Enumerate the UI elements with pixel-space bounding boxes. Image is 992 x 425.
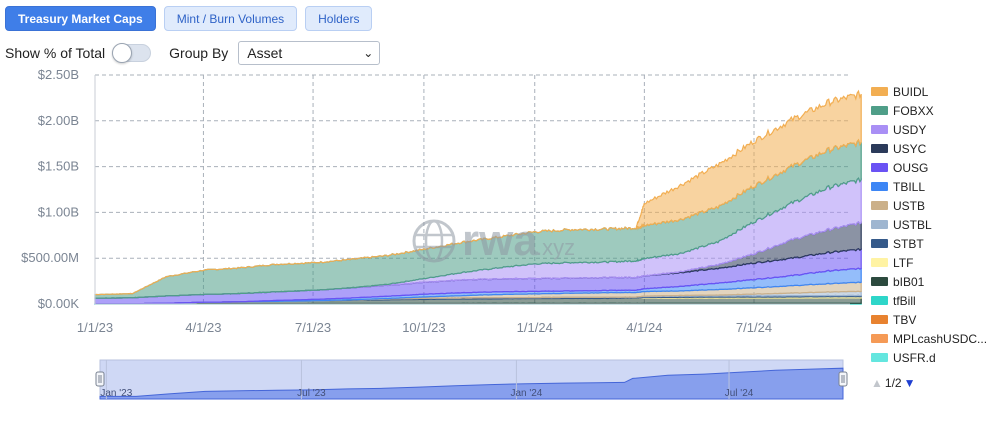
legend-swatch	[871, 239, 888, 248]
legend-next-arrow-icon[interactable]: ▼	[903, 376, 916, 390]
legend-swatch	[871, 144, 888, 153]
legend-swatch	[871, 163, 888, 172]
legend-swatch	[871, 315, 888, 324]
legend-label: USFR.d	[893, 350, 936, 365]
globe-icon	[412, 219, 456, 263]
legend-swatch	[871, 353, 888, 362]
legend-label: FOBXX	[893, 103, 934, 118]
y-tick-label: $2.00B	[38, 113, 79, 128]
navigator-left-handle[interactable]	[95, 371, 105, 387]
legend-label: USTBL	[893, 217, 932, 232]
legend-swatch	[871, 334, 888, 343]
market-cap-chart: rwa.xyz $0.00K $500.00M $1.00B $1.50B $2.00B…	[21, 67, 862, 400]
legend-page-indicator: 1/2	[884, 376, 902, 390]
legend-label: tfBill	[893, 293, 916, 308]
legend-item-usdy[interactable]: USDY	[871, 120, 987, 139]
navigator-right-handle[interactable]	[838, 371, 848, 387]
legend-item-mplcashusdc[interactable]: MPLcashUSDC...	[871, 329, 987, 348]
x-tick-label: 7/1/23	[295, 320, 331, 335]
navigator-series	[99, 367, 844, 400]
group-by-label: Group By	[169, 45, 229, 61]
chart-legend: BUIDL FOBXX USDY USYC OUSG TBILL USTB USTBL STBT…	[871, 82, 987, 367]
x-tick-label: 4/1/24	[626, 320, 662, 335]
legend-label: STBT	[893, 236, 924, 251]
legend-label: MPLcashUSDC...	[893, 331, 988, 346]
axes: $0.00K $500.00M $1.00B $1.50B $2.00B $2.50B 1/…	[21, 67, 850, 335]
legend-item-ustb[interactable]: USTB	[871, 196, 987, 215]
navigator-label: Jul '23	[297, 388, 326, 399]
watermark-text: rwa	[462, 216, 538, 265]
y-tick-label: $2.50B	[38, 67, 79, 82]
tab-treasury-market-caps[interactable]: Treasury Market Caps	[5, 6, 156, 31]
legend-swatch	[871, 220, 888, 229]
chart-controls: Show % of Total Group By Asset ⌄	[5, 40, 381, 66]
tab-bar: Treasury Market Caps Mint / Burn Volumes…	[5, 6, 373, 31]
area-series-buidl[interactable]	[94, 89, 862, 296]
y-tick-label: $1.50B	[38, 159, 79, 174]
tab-mint-burn-volumes[interactable]: Mint / Burn Volumes	[163, 6, 298, 31]
chevron-down-icon: ⌄	[363, 46, 374, 60]
show-percent-label: Show % of Total	[5, 45, 106, 61]
range-navigator[interactable]: Jan '23 Jul '23 Jan '24 Jul '24	[95, 359, 848, 400]
legend-item-bib01[interactable]: bIB01	[871, 272, 987, 291]
rwa-watermark: rwa.xyz	[412, 216, 575, 265]
legend-item-ousg[interactable]: OUSG	[871, 158, 987, 177]
legend-label: TBV	[893, 312, 917, 327]
legend-item-ltf[interactable]: LTF	[871, 253, 987, 272]
y-tick-label: $1.00B	[38, 204, 79, 219]
legend-swatch	[871, 182, 888, 191]
legend-label: OUSG	[893, 160, 929, 175]
x-tick-label: 7/1/24	[736, 320, 772, 335]
y-tick-label: $0.00K	[38, 296, 80, 311]
watermark-suffix: .xyz	[536, 235, 575, 260]
legend-pager: ▲ 1/2 ▼	[871, 376, 915, 390]
legend-item-ustbl[interactable]: USTBL	[871, 215, 987, 234]
legend-item-buidl[interactable]: BUIDL	[871, 82, 987, 101]
show-percent-toggle[interactable]	[112, 43, 152, 63]
legend-swatch	[871, 106, 888, 115]
legend-item-fobxx[interactable]: FOBXX	[871, 101, 987, 120]
legend-item-usyc[interactable]: USYC	[871, 139, 987, 158]
legend-item-tbv[interactable]: TBV	[871, 310, 987, 329]
legend-prev-arrow-icon[interactable]: ▲	[871, 376, 883, 390]
legend-item-usfr-d[interactable]: USFR.d	[871, 348, 987, 367]
legend-swatch	[871, 201, 888, 210]
legend-swatch	[871, 87, 888, 96]
x-tick-label: 1/1/23	[77, 320, 113, 335]
x-tick-label: 1/1/24	[517, 320, 553, 335]
legend-label: USYC	[893, 141, 927, 156]
navigator-label: Jul '24	[725, 388, 754, 399]
group-by-value: Asset	[247, 45, 283, 61]
legend-label: USTB	[893, 198, 926, 213]
x-tick-label: 4/1/23	[185, 320, 221, 335]
legend-label: BUIDL	[893, 84, 929, 99]
tab-holders[interactable]: Holders	[305, 6, 373, 31]
legend-label: LTF	[893, 255, 914, 270]
legend-swatch	[871, 258, 888, 267]
legend-label: TBILL	[893, 179, 926, 194]
group-by-select[interactable]: Asset ⌄	[238, 41, 381, 65]
legend-swatch	[871, 277, 888, 286]
legend-item-tfbill[interactable]: tfBill	[871, 291, 987, 310]
legend-label: USDY	[893, 122, 927, 137]
x-tick-label: 10/1/23	[402, 320, 445, 335]
navigator-label: Jan '24	[510, 388, 542, 399]
navigator-label: Jan '23	[100, 388, 132, 399]
stacked-areas	[94, 89, 862, 305]
toggle-knob	[112, 43, 133, 63]
legend-swatch	[871, 296, 888, 305]
legend-item-tbill[interactable]: TBILL	[871, 177, 987, 196]
legend-label: bIB01	[893, 274, 925, 289]
legend-item-stbt[interactable]: STBT	[871, 234, 987, 253]
y-tick-label: $500.00M	[21, 250, 79, 265]
legend-swatch	[871, 125, 888, 134]
